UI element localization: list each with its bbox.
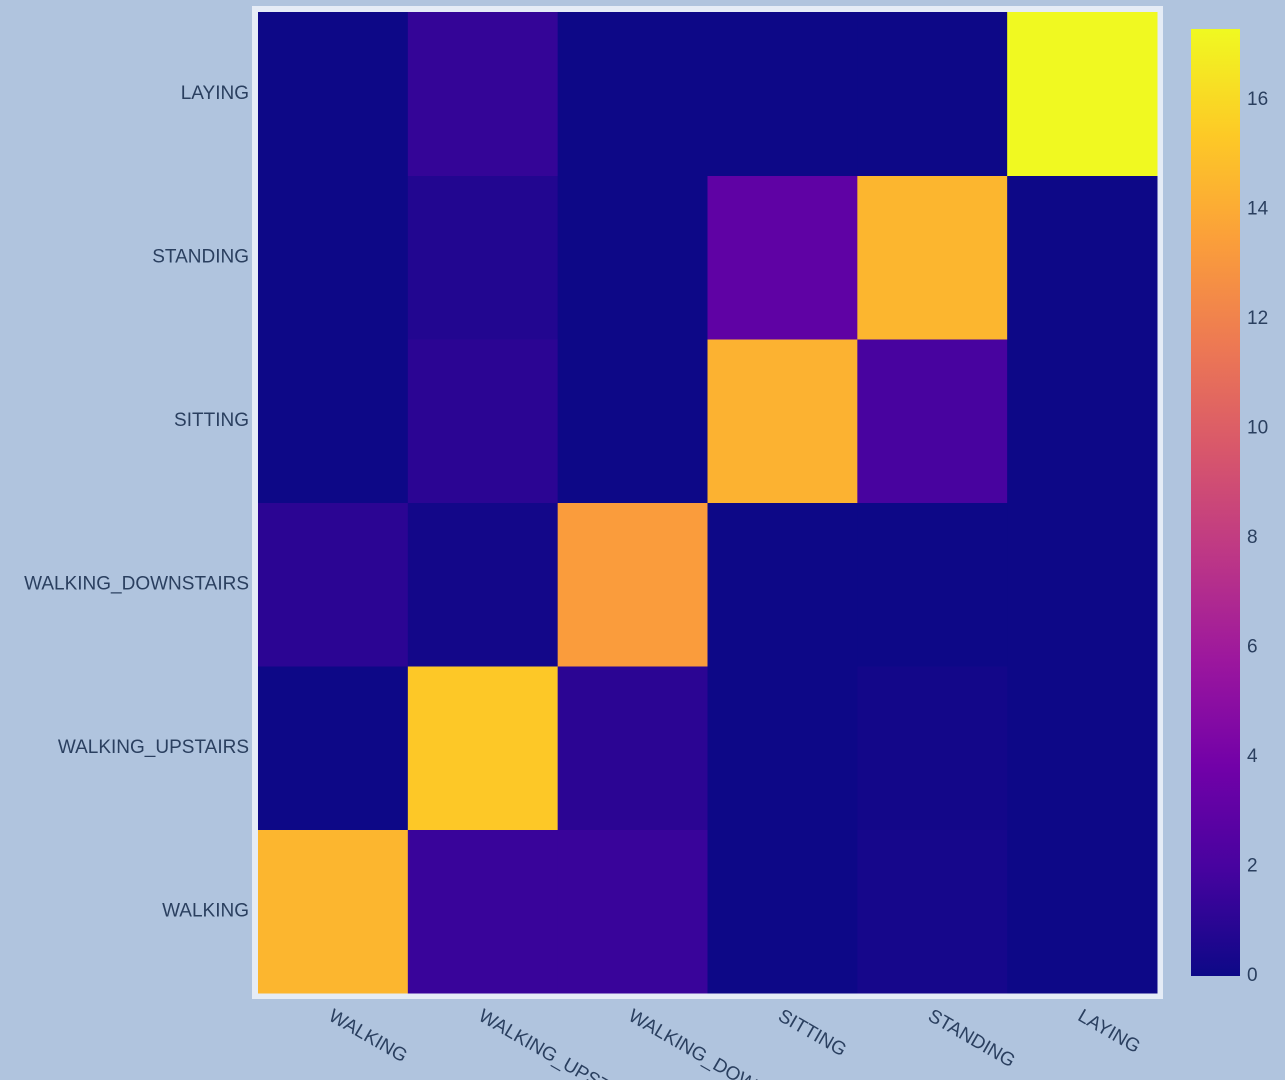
- heatmap-cell: [707, 829, 858, 994]
- heatmap-cell: [557, 12, 708, 176]
- y-tick-label: SITTING: [174, 410, 249, 431]
- heatmap-cell: [407, 12, 559, 176]
- heatmap-cell: [407, 666, 559, 830]
- heatmap-cell: [557, 666, 708, 830]
- y-tick-label: WALKING: [162, 900, 249, 921]
- heatmap-cell: [1007, 502, 1158, 667]
- heatmap-cell: [857, 12, 1008, 176]
- heatmap-cell: [857, 339, 1008, 503]
- heatmap-cell: [707, 502, 858, 667]
- colorbar-tick-label: 2: [1247, 856, 1258, 877]
- heatmap-cell: [1007, 666, 1158, 830]
- heatmap-cell: [407, 829, 559, 994]
- heatmap-cell: [258, 666, 409, 830]
- heatmap-cell: [557, 339, 708, 503]
- y-tick-label: LAYING: [181, 83, 249, 104]
- heatmap-cell: [258, 175, 409, 340]
- heatmap-cell: [707, 339, 858, 503]
- heatmap-cell: [557, 175, 708, 340]
- heatmap-cell: [557, 502, 708, 667]
- heatmap-cell: [707, 12, 858, 176]
- colorbar-tick-label: 16: [1247, 89, 1268, 110]
- colorbar-tick-label: 0: [1247, 965, 1258, 986]
- heatmap-cell: [407, 175, 559, 340]
- heatmap-cell: [407, 339, 559, 503]
- heatmap-cell: [857, 666, 1008, 830]
- colorbar-tick-label: 10: [1247, 418, 1268, 439]
- heatmap-cell: [258, 502, 409, 667]
- y-tick-label: WALKING_DOWNSTAIRS: [24, 573, 249, 594]
- colorbar-tick-label: 4: [1247, 746, 1258, 767]
- heatmap-cell: [258, 339, 409, 503]
- colorbar-tick-label: 14: [1247, 199, 1269, 220]
- heatmap-cell: [258, 829, 409, 994]
- heatmap-cell: [407, 502, 559, 667]
- heatmap-cell: [707, 175, 858, 340]
- y-tick-label: WALKING_UPSTAIRS: [58, 737, 249, 758]
- heatmap-cell: [707, 666, 858, 830]
- colorbar-tick-label: 8: [1247, 527, 1258, 548]
- heatmap-cell: [1007, 829, 1158, 994]
- y-tick-label: STANDING: [152, 246, 249, 267]
- heatmap-cell: [857, 829, 1008, 994]
- heatmap-cell: [1007, 175, 1158, 340]
- heatmap-cell: [857, 175, 1008, 340]
- heatmap-cell: [557, 829, 708, 994]
- colorbar-tick-label: 6: [1247, 637, 1258, 658]
- heatmap-cell: [258, 12, 409, 176]
- heatmap-cell: [857, 502, 1008, 667]
- heatmap-cell: [1007, 12, 1158, 176]
- colorbar: [1191, 29, 1240, 976]
- heatmap-cell: [1007, 339, 1158, 503]
- colorbar-tick-label: 12: [1247, 308, 1268, 329]
